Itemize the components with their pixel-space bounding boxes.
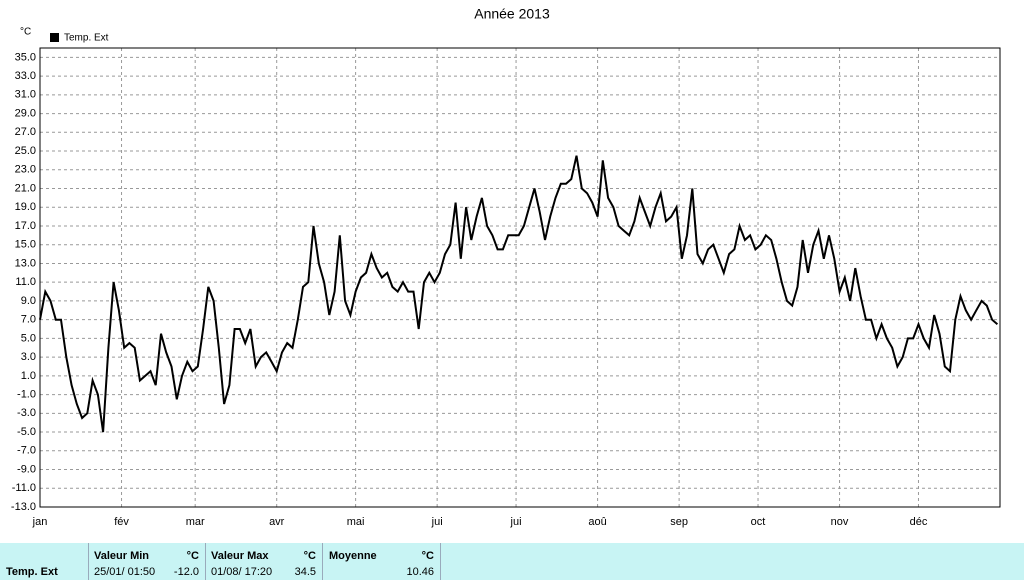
x-tick-label: fév	[114, 516, 129, 528]
x-tick-label: sep	[670, 516, 688, 528]
chart: Année 2013 °C -13.0 -11.0 -9.0 -7.0 -5.0 -3.0…	[11, 6, 1001, 528]
y-tick-label: 27.0	[15, 126, 36, 138]
stat-header: Valeur Max	[211, 550, 269, 562]
x-tick-label: mai	[347, 516, 365, 528]
x-tick-label: mar	[186, 516, 205, 528]
stat-value: -12.0	[173, 566, 199, 578]
y-tick-label: 35.0	[15, 51, 36, 63]
stat-date: 01/08/ 17:20	[211, 566, 273, 578]
y-tick-label: 13.0	[15, 257, 36, 269]
row-label-cell: Temp. Ext	[0, 543, 89, 580]
y-tick-label: 29.0	[15, 107, 36, 119]
plot-border	[39, 47, 1001, 508]
y-tick-label: -9.0	[17, 463, 36, 475]
y-tick-label: 15.0	[15, 239, 36, 251]
y-tick-label: 1.0	[21, 370, 36, 382]
x-tick-label: jan	[32, 516, 48, 528]
stat-header: Moyenne	[329, 550, 377, 562]
y-tick-label: -7.0	[17, 445, 36, 457]
y-tick-label: 23.0	[15, 164, 36, 176]
stat-cell: Valeur Min °C 25/01/ 01:50 -12.0	[88, 543, 206, 580]
y-axis-label: °C	[20, 27, 31, 38]
stat-unit: °C	[303, 550, 316, 562]
x-tick-label: oct	[751, 516, 766, 528]
x-tick-label: déc	[910, 516, 928, 528]
y-tick-label: 19.0	[15, 201, 36, 213]
stat-unit: °C	[186, 550, 199, 562]
x-tick-label: nov	[831, 516, 849, 528]
stat-header: Valeur Min	[94, 550, 150, 562]
data-line	[39, 155, 999, 433]
legend-swatch	[50, 33, 59, 42]
row-label: Temp. Ext	[6, 566, 58, 578]
y-tick-label: 3.0	[21, 351, 36, 363]
y-tick-label: 9.0	[21, 295, 36, 307]
stat-cell: Valeur Max °C 01/08/ 17:20 34.5	[205, 543, 323, 580]
chart-title: Année 2013	[474, 6, 550, 22]
legend-label: Temp. Ext	[64, 33, 109, 44]
y-tick-label: -5.0	[17, 426, 36, 438]
y-tick-label: 11.0	[15, 276, 36, 288]
y-tick-label: 7.0	[21, 314, 36, 326]
stat-cell: Moyenne °C 10.46	[323, 543, 441, 580]
x-tick-label: aoû	[588, 516, 606, 528]
stat-value: 34.5	[294, 566, 316, 578]
y-tick-label: -11.0	[12, 482, 36, 494]
y-tick-label: -1.0	[17, 388, 36, 400]
y-tick-label: -13.0	[11, 501, 36, 513]
y-tick-label: 5.0	[21, 332, 36, 344]
summary-table: Temp. Ext Valeur Min °C 25/01/ 01:50 -12…	[0, 543, 1024, 580]
x-tick-label: avr	[269, 516, 285, 528]
y-tick-label: -3.0	[17, 407, 36, 419]
x-tick-label: jui	[431, 516, 443, 528]
stat-date: 25/01/ 01:50	[94, 566, 156, 578]
stat-unit: °C	[421, 550, 434, 562]
y-tick-label: 17.0	[15, 220, 36, 232]
y-tick-label: 31.0	[15, 89, 36, 101]
y-tick-label: 25.0	[15, 145, 36, 157]
x-tick-label: jui	[510, 516, 522, 528]
stat-value: 10.46	[406, 566, 434, 578]
y-tick-label: 33.0	[15, 70, 36, 82]
y-tick-label: 21.0	[15, 182, 36, 194]
